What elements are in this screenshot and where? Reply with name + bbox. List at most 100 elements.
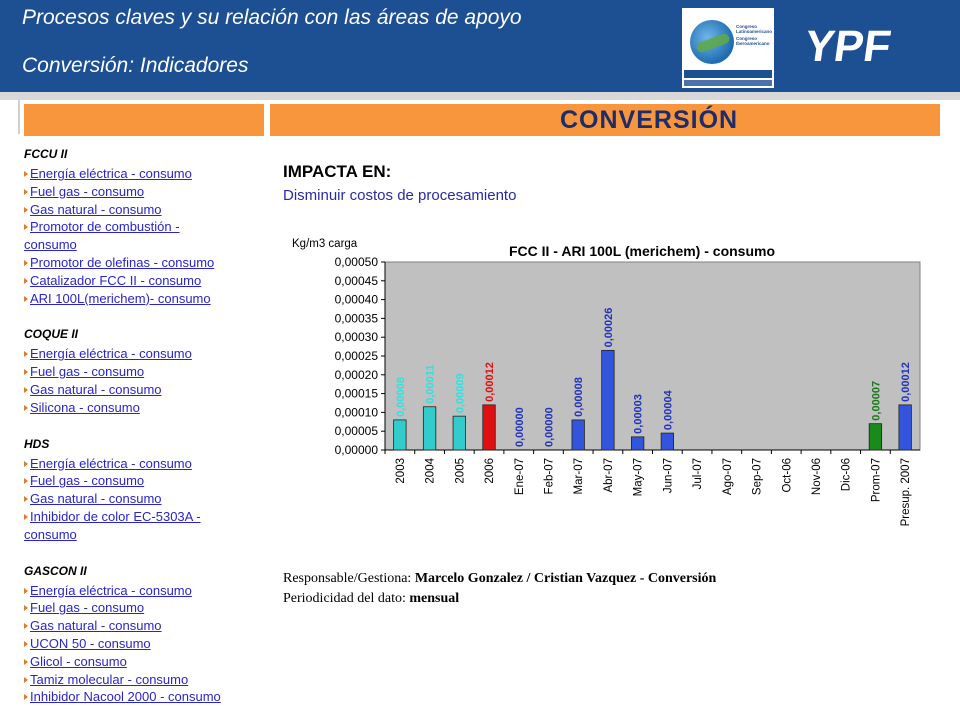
sidebar-link[interactable]: Fuel gas - consumo — [24, 363, 264, 381]
chart-bar — [422, 406, 437, 451]
banner-left — [24, 104, 264, 136]
y-tick-label: 0,00020 — [335, 368, 379, 382]
sidebar-link[interactable]: Gas natural - consumo — [24, 381, 264, 399]
arrow-right-icon — [24, 188, 28, 195]
arrow-right-icon — [24, 605, 28, 612]
y-tick-label: 0,00015 — [335, 387, 379, 401]
arrow-right-icon — [24, 351, 28, 358]
sidebar-heading-hds: HDS — [24, 436, 50, 451]
arrow-right-icon — [24, 676, 28, 683]
data-label: 0,00003 — [633, 394, 645, 434]
data-label: 0,00008 — [395, 377, 407, 417]
sidebar-link[interactable]: Energía eléctrica - consumo — [24, 165, 264, 183]
sidebar-link[interactable]: consumo — [24, 237, 77, 253]
arrow-right-icon — [24, 658, 28, 665]
banner-right — [270, 104, 940, 136]
arrow-right-icon — [24, 224, 28, 231]
sidebar: FCCU II Energía eléctrica - consumo Fuel… — [24, 146, 264, 706]
x-tick-label: Prom-07 — [870, 458, 882, 502]
arrow-right-icon — [24, 369, 28, 376]
sidebar-link[interactable]: Glicol - consumo — [24, 653, 264, 671]
header-divider — [0, 92, 960, 100]
arrow-right-icon — [24, 171, 28, 177]
sidebar-link[interactable]: Inhibidor de color EC-5303A - — [24, 508, 264, 526]
x-tick-label: Nov-06 — [811, 458, 823, 495]
y-tick-label: 0,00000 — [335, 443, 379, 457]
chart-bar — [482, 404, 496, 451]
arrow-right-icon — [24, 206, 28, 213]
responsable-label: Responsable/Gestiona: — [283, 571, 412, 586]
x-tick-label: 2004 — [425, 457, 437, 483]
arrow-right-icon — [24, 277, 28, 284]
chart-bar — [630, 436, 645, 451]
data-label: 0,00000 — [514, 407, 526, 447]
congress-logo-line: Congreso — [736, 36, 758, 41]
sidebar-link[interactable]: Fuel gas - consumo — [24, 599, 264, 617]
sidebar-link[interactable]: Promotor de olefinas - consumo — [24, 254, 264, 272]
arrow-right-icon — [24, 295, 28, 302]
chart-bar — [660, 432, 675, 451]
chart-bar — [601, 349, 615, 451]
responsable-value: Marcelo Gonzalez / Cristian Vazquez - Co… — [414, 571, 717, 586]
sidebar-link[interactable]: Energía eléctrica - consumo — [24, 582, 264, 600]
sidebar-link[interactable]: Catalizador FCC II - consumo — [24, 272, 264, 290]
sidebar-link[interactable]: Fuel gas - consumo — [24, 472, 264, 490]
sidebar-link[interactable]: Energía eléctrica - consumo — [24, 455, 264, 473]
banner-title: CONVERSIÓN — [560, 106, 739, 134]
y-tick-label: 0,00050 — [335, 255, 379, 269]
arrow-right-icon — [24, 513, 28, 520]
chart-bar — [452, 415, 466, 451]
sidebar-link[interactable]: Fuel gas - consumo — [24, 183, 264, 201]
sidebar-link[interactable]: consumo — [24, 526, 77, 542]
x-tick-label: Ene-07 — [514, 458, 526, 495]
sidebar-heading-gascon: GASCON II — [24, 563, 87, 578]
chart-title: FCC II - ARI 100L (merichem) - consumo — [509, 243, 775, 259]
periodicidad-label: Periodicidad del dato: — [283, 591, 406, 606]
y-tick-label: 0,00035 — [335, 311, 379, 325]
header-bar: Procesos claves y su relación con las ár… — [0, 0, 960, 92]
y-tick-label: 0,00005 — [335, 424, 379, 438]
data-label: 0,00000 — [543, 407, 555, 447]
y-tick-label: 0,00040 — [335, 293, 379, 307]
data-label: 0,00026 — [603, 308, 615, 348]
arrow-right-icon — [24, 460, 28, 467]
chart-bar — [571, 419, 585, 451]
chart-bar — [898, 404, 912, 451]
sidebar-link[interactable]: Inhibidor Nacool 2000 - consumo — [24, 688, 264, 706]
responsable-block: Responsable/Gestiona: Marcelo Gonzalez /… — [283, 569, 716, 609]
consumption-chart: Kg/m3 carga FCC II - ARI 100L (merichem)… — [292, 238, 921, 526]
impacta-value: Disminuir costos de procesamiento — [283, 187, 517, 204]
x-tick-label: Feb-07 — [543, 458, 555, 494]
arrow-right-icon — [24, 404, 28, 411]
sidebar-link[interactable]: Tamiz molecular - consumo — [24, 671, 264, 689]
periodicidad-value: mensual — [409, 591, 460, 606]
arrow-right-icon — [24, 640, 28, 647]
sidebar-heading-coque: COQUE II — [24, 327, 79, 342]
y-tick-label: 0,00010 — [335, 405, 379, 419]
sidebar-link[interactable]: Gas natural - consumo — [24, 490, 264, 508]
chart-bar — [393, 419, 407, 451]
data-label: 0,00008 — [573, 377, 585, 417]
sidebar-heading-fccu: FCCU II — [24, 147, 68, 161]
header-subtitle: Conversión: Indicadores — [22, 54, 249, 77]
sidebar-link[interactable]: ARI 100L(merichem)- consumo — [24, 290, 264, 308]
sidebar-link[interactable]: UCON 50 - consumo — [24, 635, 264, 653]
y-tick-label: 0,00045 — [335, 274, 379, 288]
x-tick-label: 2005 — [454, 458, 466, 484]
data-label: 0,00012 — [484, 362, 496, 402]
arrow-right-icon — [24, 623, 28, 630]
header-title: Procesos claves y su relación con las ár… — [22, 6, 522, 29]
x-tick-label: 2003 — [395, 458, 407, 484]
sidebar-link[interactable]: Silicona - consumo — [24, 399, 264, 417]
sidebar-link[interactable]: Energía eléctrica - consumo — [24, 345, 264, 363]
impacta-heading: IMPACTA EN: — [283, 162, 392, 181]
data-label: 0,00009 — [454, 373, 466, 413]
data-label: 0,00007 — [870, 381, 882, 421]
sidebar-link[interactable]: Promotor de combustión - — [24, 218, 264, 236]
arrow-right-icon — [24, 386, 28, 393]
sidebar-link[interactable]: Gas natural - consumo — [24, 201, 264, 219]
arrow-right-icon — [24, 478, 28, 485]
sidebar-link[interactable]: Gas natural - consumo — [24, 617, 264, 635]
chart-ylabel: Kg/m3 carga — [292, 238, 358, 250]
arrow-right-icon — [24, 259, 28, 266]
